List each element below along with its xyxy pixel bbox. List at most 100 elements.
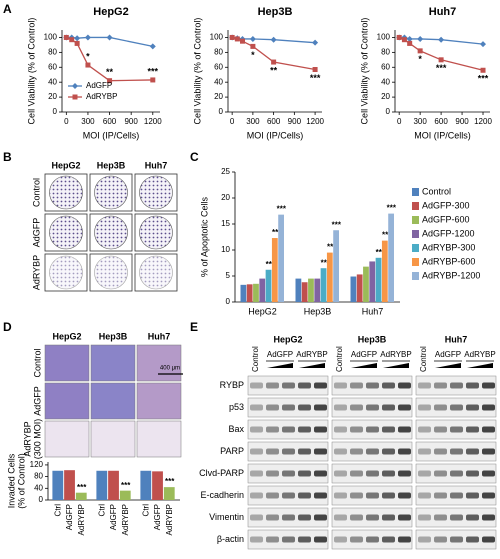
y-tick-label: 0 xyxy=(53,107,58,116)
blot-band xyxy=(298,470,311,477)
significance-label: ** xyxy=(266,260,273,269)
point xyxy=(74,40,80,46)
blot-band xyxy=(450,492,463,499)
invasion-image xyxy=(44,382,90,420)
blot-band xyxy=(298,448,311,455)
blot-band xyxy=(298,404,311,411)
protein-label: β-actin xyxy=(217,534,244,544)
bar xyxy=(326,252,333,302)
dose-wedge xyxy=(351,363,377,368)
blot-band xyxy=(482,404,495,411)
blot-band xyxy=(250,426,263,433)
bar xyxy=(140,470,152,500)
bar xyxy=(301,282,308,302)
blot-band xyxy=(418,426,431,433)
significance-label: *** xyxy=(387,204,397,213)
x-tick-label: 0 xyxy=(230,117,235,126)
significance-label: ** xyxy=(382,231,389,240)
x-tick-label: 300 xyxy=(413,117,427,126)
row-label: AdRYBP xyxy=(22,421,32,456)
blot-band xyxy=(298,514,311,521)
blot-band xyxy=(434,404,447,411)
y-tick-label: 60 xyxy=(48,62,57,71)
significance-label: ** xyxy=(272,228,279,237)
legend-label: AdGFP xyxy=(86,81,112,90)
point xyxy=(417,35,424,42)
point xyxy=(149,43,156,50)
y-tick-label: 20 xyxy=(381,92,390,101)
blot-band xyxy=(334,536,347,543)
significance-label: ** xyxy=(106,67,114,77)
blot-band xyxy=(418,470,431,477)
blot-band xyxy=(398,536,411,543)
blot-band xyxy=(466,448,479,455)
blot-band xyxy=(482,448,495,455)
bar xyxy=(375,257,382,302)
blot-band xyxy=(434,382,447,389)
x-tick-label: 900 xyxy=(124,117,138,126)
blot-band xyxy=(266,448,279,455)
blot-band xyxy=(350,470,363,477)
blot-band xyxy=(334,492,347,499)
blot-band xyxy=(250,492,263,499)
point xyxy=(417,48,423,54)
blot-band xyxy=(366,514,379,521)
protein-label: Clvd-PARP xyxy=(199,468,244,478)
panel-label: D xyxy=(3,320,12,334)
legend-swatch xyxy=(412,230,419,238)
blot-band xyxy=(366,470,379,477)
x-tick-label: 1200 xyxy=(144,117,162,126)
x-tick-label: AdGFP xyxy=(153,504,162,530)
y-tick-label: 80 xyxy=(48,47,57,56)
colony-dish xyxy=(49,255,83,290)
blot-band xyxy=(482,382,495,389)
blot-band xyxy=(314,470,327,477)
bar xyxy=(333,230,339,302)
y-tick-label: 20 xyxy=(221,193,230,202)
blot-band xyxy=(298,382,311,389)
x-tick-label: Huh7 xyxy=(362,306,384,316)
treatment-label: AdGFP xyxy=(267,350,293,359)
y-tick-label: 40 xyxy=(214,77,223,86)
point xyxy=(312,67,318,73)
protein-label: Bax xyxy=(228,424,244,434)
bar xyxy=(259,278,266,302)
significance-label: *** xyxy=(310,73,321,83)
bar xyxy=(369,261,376,302)
bar xyxy=(295,278,302,302)
treatment-label: AdGFP xyxy=(435,350,461,359)
blot-band xyxy=(398,492,411,499)
treatment-label: AdRYBP xyxy=(380,350,411,359)
blot-band xyxy=(334,470,347,477)
legend-label: AdRYBP-600 xyxy=(422,256,475,266)
protein-label: Vimentin xyxy=(209,512,244,522)
blot-band xyxy=(350,382,363,389)
blot-band xyxy=(366,492,379,499)
blot-band xyxy=(250,404,263,411)
blot-band xyxy=(250,536,263,543)
blot-band xyxy=(482,514,495,521)
bar xyxy=(163,487,175,500)
y-axis-label: Cell Viability (% of Control) xyxy=(359,18,369,125)
blot-band xyxy=(382,492,395,499)
x-tick-label: Ctrl xyxy=(141,504,150,517)
blot-band xyxy=(334,448,347,455)
blot-band xyxy=(434,514,447,521)
column-header: Hep3B xyxy=(358,334,387,344)
point xyxy=(250,43,256,49)
blot-band xyxy=(398,470,411,477)
blot-band xyxy=(482,536,495,543)
point xyxy=(312,39,319,46)
blot-band xyxy=(314,404,327,411)
blot-band xyxy=(398,404,411,411)
x-tick-label: AdGFP xyxy=(109,504,118,530)
blot-band xyxy=(266,382,279,389)
blot-band xyxy=(450,470,463,477)
blot-band xyxy=(314,492,327,499)
significance-label: *** xyxy=(121,481,131,490)
legend-label: Control xyxy=(422,186,451,196)
blot-band xyxy=(434,426,447,433)
y-tick-label: 0 xyxy=(226,297,231,306)
blot-band xyxy=(282,492,295,499)
blot-band xyxy=(266,470,279,477)
